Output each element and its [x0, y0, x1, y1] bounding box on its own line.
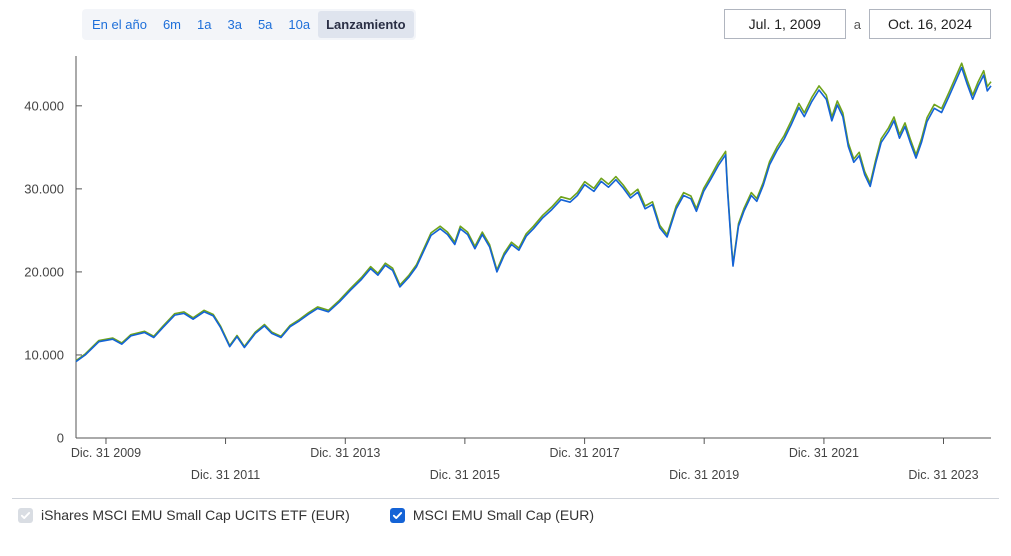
y-axis-label: 10.000: [24, 347, 64, 362]
x-axis-label: Dic. 31 2017: [550, 446, 620, 460]
legend-checkbox-benchmark[interactable]: [390, 508, 405, 523]
y-axis-label: 30.000: [24, 181, 64, 196]
chart-top-controls: En el año6m1a3a5a10aLanzamiento Jul. 1, …: [12, 6, 999, 42]
x-axis-label: Dic. 31 2009: [71, 446, 141, 460]
range-button-3a[interactable]: 3a: [219, 11, 249, 38]
y-axis-label: 0: [57, 431, 64, 446]
range-button-10a[interactable]: 10a: [280, 11, 318, 38]
date-range-separator: a: [854, 17, 861, 32]
x-axis-label: Dic. 31 2019: [669, 468, 739, 482]
series-line-benchmark: [76, 68, 991, 362]
legend-checkbox-etf[interactable]: [18, 508, 33, 523]
legend-item-etf[interactable]: iShares MSCI EMU Small Cap UCITS ETF (EU…: [18, 507, 350, 523]
range-button-en-el-año[interactable]: En el año: [84, 11, 155, 38]
x-axis-label: Dic. 31 2021: [789, 446, 859, 460]
chart-plot[interactable]: [76, 56, 991, 438]
chart-area: 0 10.000 20.000 30.000 40.000 Dic. 31 2009 Di…: [12, 56, 999, 496]
range-button-6m[interactable]: 6m: [155, 11, 189, 38]
date-range-area: Jul. 1, 2009 a Oct. 16, 2024: [724, 9, 999, 39]
y-axis-label: 20.000: [24, 264, 64, 279]
range-button-lanzamiento[interactable]: Lanzamiento: [318, 11, 413, 38]
range-button-5a[interactable]: 5a: [250, 11, 280, 38]
x-axis-label: Dic. 31 2013: [310, 446, 380, 460]
chart-legend: iShares MSCI EMU Small Cap UCITS ETF (EU…: [12, 499, 999, 523]
range-button-1a[interactable]: 1a: [189, 11, 219, 38]
date-from-input[interactable]: Jul. 1, 2009: [724, 9, 846, 39]
date-to-input[interactable]: Oct. 16, 2024: [869, 9, 991, 39]
x-axis-label: Dic. 31 2023: [908, 468, 978, 482]
x-axis-label: Dic. 31 2011: [191, 468, 260, 482]
x-axis-label: Dic. 31 2015: [430, 468, 500, 482]
legend-item-benchmark[interactable]: MSCI EMU Small Cap (EUR): [390, 507, 594, 523]
y-axis-label: 40.000: [24, 98, 64, 113]
time-range-group: En el año6m1a3a5a10aLanzamiento: [82, 9, 416, 40]
legend-label: iShares MSCI EMU Small Cap UCITS ETF (EU…: [41, 507, 350, 523]
legend-label: MSCI EMU Small Cap (EUR): [413, 507, 594, 523]
